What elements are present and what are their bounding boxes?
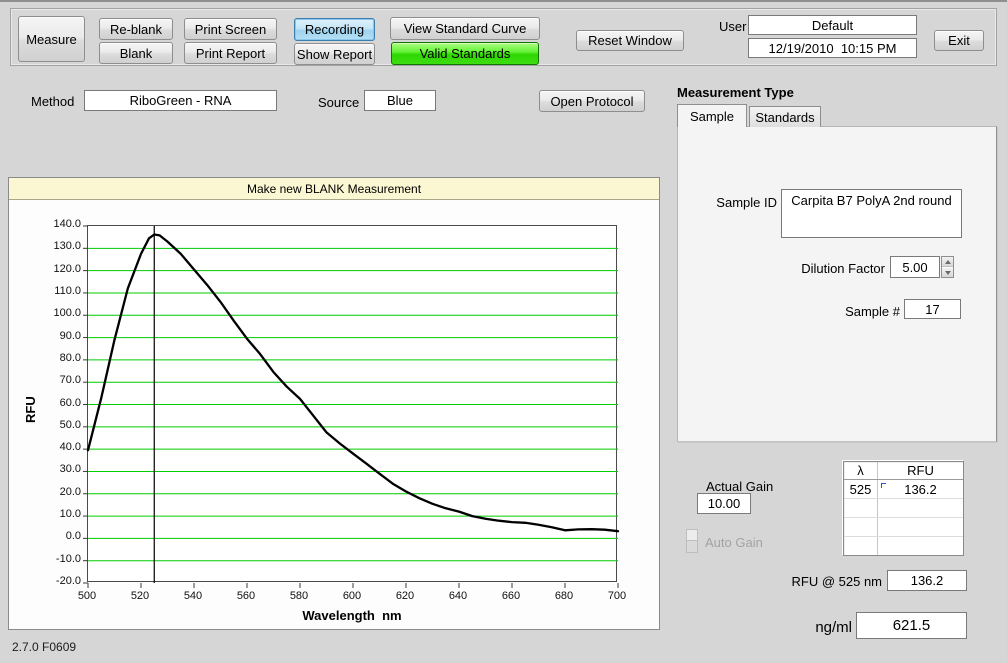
- table-cell: λ: [844, 462, 878, 479]
- reblank-button[interactable]: Re-blank: [99, 18, 173, 40]
- table-cell: [878, 518, 963, 536]
- print-screen-button[interactable]: Print Screen: [184, 18, 277, 40]
- y-tick-label: 60.0: [59, 396, 81, 409]
- exit-button[interactable]: Exit: [934, 30, 984, 51]
- table-header-row: λ RFU: [844, 462, 963, 480]
- arrow-up-icon: [944, 259, 951, 264]
- recording-toggle-button[interactable]: Recording: [294, 18, 375, 41]
- reset-window-button[interactable]: Reset Window: [576, 30, 684, 51]
- y-tick-label: -20.0: [55, 575, 81, 587]
- table-cell: 525: [844, 480, 878, 498]
- show-report-button[interactable]: Show Report: [294, 43, 375, 65]
- y-tick-label: 30.0: [59, 463, 81, 476]
- stepper-down-button[interactable]: [942, 267, 953, 277]
- x-tick-label: 660: [501, 590, 521, 602]
- source-field[interactable]: Blue: [364, 90, 436, 111]
- user-field[interactable]: Default: [748, 15, 917, 35]
- actual-gain-label: Actual Gain: [706, 479, 774, 494]
- sample-id-label: Sample ID: [716, 195, 777, 210]
- dilution-factor-label: Dilution Factor: [801, 261, 885, 276]
- tab-sample[interactable]: Sample: [677, 104, 747, 127]
- view-standard-curve-button[interactable]: View Standard Curve: [390, 17, 540, 40]
- y-tick-label: 110.0: [54, 284, 81, 297]
- y-tick-label: 90.0: [59, 329, 81, 342]
- arrow-down-icon: [944, 270, 951, 275]
- spectrum-curve: [86, 233, 620, 533]
- chart-status-banner: Make new BLANK Measurement: [9, 178, 659, 200]
- y-tick-label: 0.0: [65, 530, 81, 543]
- y-axis-title: RFU: [23, 396, 38, 423]
- table-cell: 136.2: [904, 481, 937, 497]
- y-tick-label: 80.0: [59, 351, 81, 364]
- measure-button[interactable]: Measure: [18, 16, 85, 62]
- rfu-at-peak-field: 136.2: [887, 570, 967, 591]
- table-row: [844, 518, 963, 537]
- y-tick-label: 120.0: [53, 262, 81, 275]
- method-field[interactable]: RiboGreen - RNA: [84, 90, 277, 111]
- open-protocol-button[interactable]: Open Protocol: [539, 90, 645, 112]
- x-tick-label: 560: [236, 590, 256, 602]
- toolbar-groupbox: [10, 8, 997, 66]
- cell-focus-mark: [881, 483, 886, 488]
- y-tick-label: 140.0: [53, 218, 81, 230]
- datetime-field: 12/19/2010 10:15 PM: [748, 38, 917, 58]
- x-axis-title: Wavelength nm: [302, 608, 402, 623]
- x-tick-label: 640: [448, 590, 468, 602]
- table-cell: [844, 537, 878, 555]
- spectrum-chart-panel: Make new BLANK Measurement 140.0 130.0 120…: [8, 177, 660, 630]
- sample-number-field[interactable]: 17: [904, 299, 961, 319]
- y-tick-label: 100.0: [53, 307, 81, 320]
- table-cell: [878, 499, 963, 517]
- method-label: Method: [31, 94, 75, 109]
- table-cell: [844, 499, 878, 517]
- stepper-up-button[interactable]: [942, 257, 953, 267]
- dilution-factor-field[interactable]: 5.00: [890, 256, 940, 278]
- plot-area[interactable]: [83, 225, 620, 588]
- source-label: Source: [318, 95, 360, 110]
- valid-standards-indicator[interactable]: Valid Standards: [391, 42, 539, 65]
- y-tick-label: 40.0: [59, 441, 81, 454]
- y-tick-label: 20.0: [59, 485, 81, 498]
- y-tick-label: 10.0: [59, 508, 81, 521]
- x-tick-label: 580: [289, 590, 309, 602]
- table-cell: [878, 537, 963, 555]
- app-version-text: 2.7.0 F0609: [12, 640, 77, 654]
- print-report-button[interactable]: Print Report: [184, 42, 277, 64]
- sample-id-field[interactable]: Carpita B7 PolyA 2nd round: [781, 189, 962, 238]
- tab-standards[interactable]: Standards: [749, 106, 821, 127]
- x-tick-label: 620: [395, 590, 415, 602]
- measurement-type-tabpage: [677, 126, 997, 442]
- concentration-field: 621.5: [856, 612, 967, 639]
- x-tick-label: 680: [554, 590, 574, 602]
- concentration-unit-label: ng/ml: [815, 619, 852, 636]
- table-row: [844, 537, 963, 555]
- actual-gain-field[interactable]: 10.00: [697, 493, 751, 514]
- auto-gain-label: Auto Gain: [705, 535, 763, 550]
- x-tick-label: 700: [607, 590, 627, 602]
- y-tick-label: 130.0: [53, 240, 81, 253]
- x-tick-label: 520: [130, 590, 150, 602]
- y-tick-label: 50.0: [59, 418, 81, 431]
- measurement-type-title: Measurement Type: [677, 85, 794, 100]
- auto-gain-toggle[interactable]: [686, 529, 698, 553]
- user-label: User: [719, 19, 747, 34]
- sample-number-label: Sample #: [845, 304, 900, 319]
- spectrum-plot-svg: [83, 225, 620, 588]
- dilution-factor-stepper[interactable]: [941, 256, 954, 278]
- table-row: [844, 499, 963, 518]
- table-cell: [844, 518, 878, 536]
- rfu-at-peak-label: RFU @ 525 nm: [791, 574, 883, 589]
- blank-button[interactable]: Blank: [99, 42, 173, 64]
- wavelength-rfu-table: λ RFU 525 136.2: [843, 461, 964, 556]
- y-tick-label: 70.0: [59, 374, 81, 387]
- table-cell: RFU: [907, 463, 934, 478]
- x-tick-label: 540: [183, 590, 203, 602]
- table-row: 525 136.2: [844, 480, 963, 499]
- x-tick-label: 600: [342, 590, 362, 602]
- y-tick-label: -10.0: [55, 552, 81, 565]
- x-tick-label: 500: [77, 590, 97, 602]
